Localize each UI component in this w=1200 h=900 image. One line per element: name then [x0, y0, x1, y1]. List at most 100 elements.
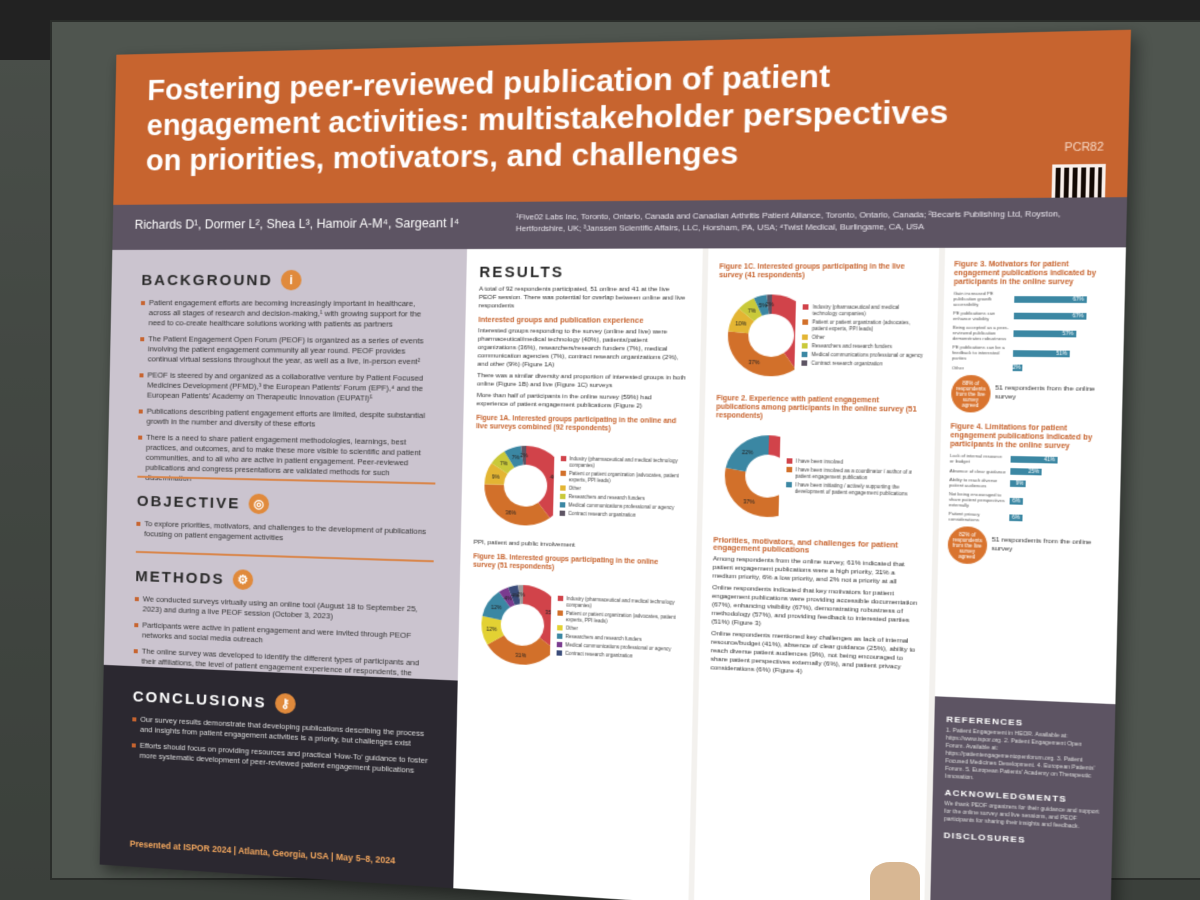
poster-title: Fostering peer-reviewed publication of p… — [146, 55, 1000, 180]
slice-label: 2% — [766, 302, 775, 309]
legend-item: Patient or patient organization (advocat… — [803, 319, 926, 333]
figure-1b-legend: Industry (pharmaceutical and medical tec… — [556, 595, 681, 663]
bar: 41% — [1011, 456, 1058, 464]
references-section: REFERENCES 1. Patient Engagement in HEOR… — [930, 696, 1116, 900]
legend-label: Industry (pharmaceutical and medical tec… — [812, 304, 926, 317]
figure-3-bars: Gain increased PE publication growth acc… — [952, 291, 1115, 373]
bullet-text: The Patient Engagement Open Forum (PEOF)… — [140, 334, 439, 367]
results-bullet: Interested groups responding to the surv… — [477, 327, 687, 371]
poster-header: Fostering peer-reviewed publication of p… — [113, 30, 1131, 205]
figure-3-note: 51 respondents from the online survey — [995, 384, 1113, 403]
legend-label: Patient or patient organization (advocat… — [812, 319, 926, 333]
legend-item: Other — [560, 485, 684, 494]
bullet-text: Publications describing patient engageme… — [138, 406, 436, 431]
bar-label: Ability to reach diverse patient audienc… — [949, 477, 1006, 489]
bar-label: Absence of clear guidance — [949, 467, 1006, 474]
bar-row: Lack of internal resource or budget 41% — [950, 453, 1112, 467]
disclosures-heading: DISCLOSURES — [944, 830, 1101, 849]
results-bullet: Online respondents mentioned key challen… — [710, 630, 918, 681]
figure-4-caption: Figure 4. Limitations for patient engage… — [950, 423, 1112, 452]
figure-3-badge: 88% of respondents from the live survey … — [951, 375, 991, 413]
figure-4-bars: Lack of internal resource or budget 41% Ab… — [948, 453, 1111, 526]
bar-row: Absence of clear guidance 25% — [949, 467, 1111, 477]
legend-label: Contract research organization — [565, 650, 633, 659]
results-bullet: Online respondents indicated that key mo… — [711, 584, 919, 634]
acknowledgments-text: We thank PEOF organizers for their guida… — [944, 801, 1101, 833]
results-bullet: Among respondents from the online survey… — [712, 555, 920, 587]
figure-2-caption: Figure 2. Experience with patient engage… — [716, 395, 924, 424]
bullet-text: We conducted surveys virtually using an … — [135, 594, 433, 626]
legend-swatch — [559, 510, 565, 515]
person-head — [870, 862, 920, 900]
key-icon: ⚷ — [275, 693, 296, 714]
presented-at: Presented at ISPOR 2024 | Atlanta, Georg… — [130, 838, 396, 865]
legend-swatch — [560, 485, 566, 490]
slice-label: 37% — [748, 360, 760, 367]
figure-1b-caption: Figure 1B. Interested groups participati… — [473, 553, 683, 576]
legend-label: Researchers and research funders — [568, 493, 645, 501]
bar-row: PE publications can be a feedback to int… — [952, 344, 1114, 362]
results-heading: RESULTS — [479, 263, 689, 280]
background-section: BACKGROUND i Patient engagement efforts a… — [137, 270, 440, 496]
bar-label: Not being encouraged to share patient pe… — [949, 491, 1007, 509]
methods-heading: METHODS — [135, 567, 225, 587]
gear-icon: ⚙ — [233, 569, 254, 590]
legend-item: I have been involved — [786, 458, 922, 467]
legend-item: Medical communications professional or a… — [802, 351, 925, 359]
bar-label: Patient privacy considerations — [948, 511, 1005, 523]
legend-swatch — [802, 343, 808, 348]
slice-label: 22% — [742, 449, 754, 456]
legend-label: Other — [812, 334, 825, 341]
bar-row: Gain increased PE publication growth acc… — [953, 291, 1115, 308]
poster: Fostering peer-reviewed publication of p… — [100, 30, 1131, 900]
bar-row: PE publications can enhance visibility 67… — [953, 310, 1115, 322]
figure-4-note: 51 respondents from the online survey — [991, 535, 1109, 556]
legend-item: Industry (pharmaceutical and medical tec… — [560, 455, 684, 470]
legend-item: I have been initiating / actively suppor… — [786, 481, 922, 497]
slice-label: 40% — [550, 474, 555, 481]
legend-label: Industry (pharmaceutical and medical tec… — [569, 456, 685, 471]
legend-item: Contract research organization — [559, 510, 683, 520]
results-bullet: There was a similar diversity and propor… — [477, 372, 687, 391]
slice-label: 31% — [515, 653, 527, 660]
legend-swatch — [557, 633, 563, 638]
info-icon: i — [281, 270, 302, 290]
bar-label: Other — [952, 364, 1009, 370]
background-heading: BACKGROUND — [141, 271, 273, 288]
donut-slice — [522, 585, 552, 650]
legend-label: I have been involved as a coordinator / … — [795, 466, 922, 482]
figure-2-donut: 41%37%22% — [714, 425, 781, 528]
legend-label: Patient or patient organization (advocat… — [569, 470, 685, 485]
bar-label: Being accepted as a peer-reviewed public… — [952, 325, 1010, 342]
legend-swatch — [803, 319, 809, 324]
slice-label: 10% — [735, 321, 747, 328]
bullet-text: Patient engagement efforts are becoming … — [140, 298, 439, 330]
legend-swatch — [556, 650, 562, 655]
legend-label: I have been initiating / actively suppor… — [795, 482, 922, 498]
legend-item: Patient or patient organization (advocat… — [560, 470, 684, 485]
figure-1a-legend: Industry (pharmaceutical and medical tec… — [559, 455, 684, 521]
bar-label: PE publications can enhance visibility — [953, 310, 1010, 321]
legend-swatch — [557, 641, 563, 646]
bar-row: Being accepted as a peer-reviewed public… — [952, 325, 1114, 343]
legend-swatch — [560, 470, 566, 475]
bullet-text: PEOF is steered by and organized as a co… — [139, 370, 438, 404]
figure-3-caption: Figure 3. Motivators for patient engagem… — [954, 261, 1116, 288]
donut-slice — [724, 468, 780, 518]
slice-label: 9% — [492, 474, 501, 480]
bar-row: Patient privacy considerations 6% — [948, 511, 1110, 526]
legend-swatch — [558, 595, 564, 600]
bullet-text: To explore priorities, motivators, and c… — [136, 519, 434, 548]
slice-label: 7% — [748, 308, 757, 315]
figure-1b-donut: 35%31%12%12%4% 4%2% — [471, 574, 552, 676]
bar: 57% — [1013, 330, 1075, 337]
slice-label: 35% — [545, 610, 551, 617]
bar: 6% — [1010, 497, 1023, 504]
legend-label: Contract research organization — [568, 510, 636, 518]
legend-label: Medical communications professional or a… — [568, 502, 674, 511]
author-names: Richards D¹, Dormer L², Shea L³, Hamoir … — [135, 216, 460, 232]
legend-swatch — [786, 458, 792, 463]
legend-swatch — [803, 304, 809, 309]
figure-1c-donut: 41%37%10%7%5%2% — [717, 285, 797, 387]
legend-label: I have been involved — [796, 458, 844, 465]
